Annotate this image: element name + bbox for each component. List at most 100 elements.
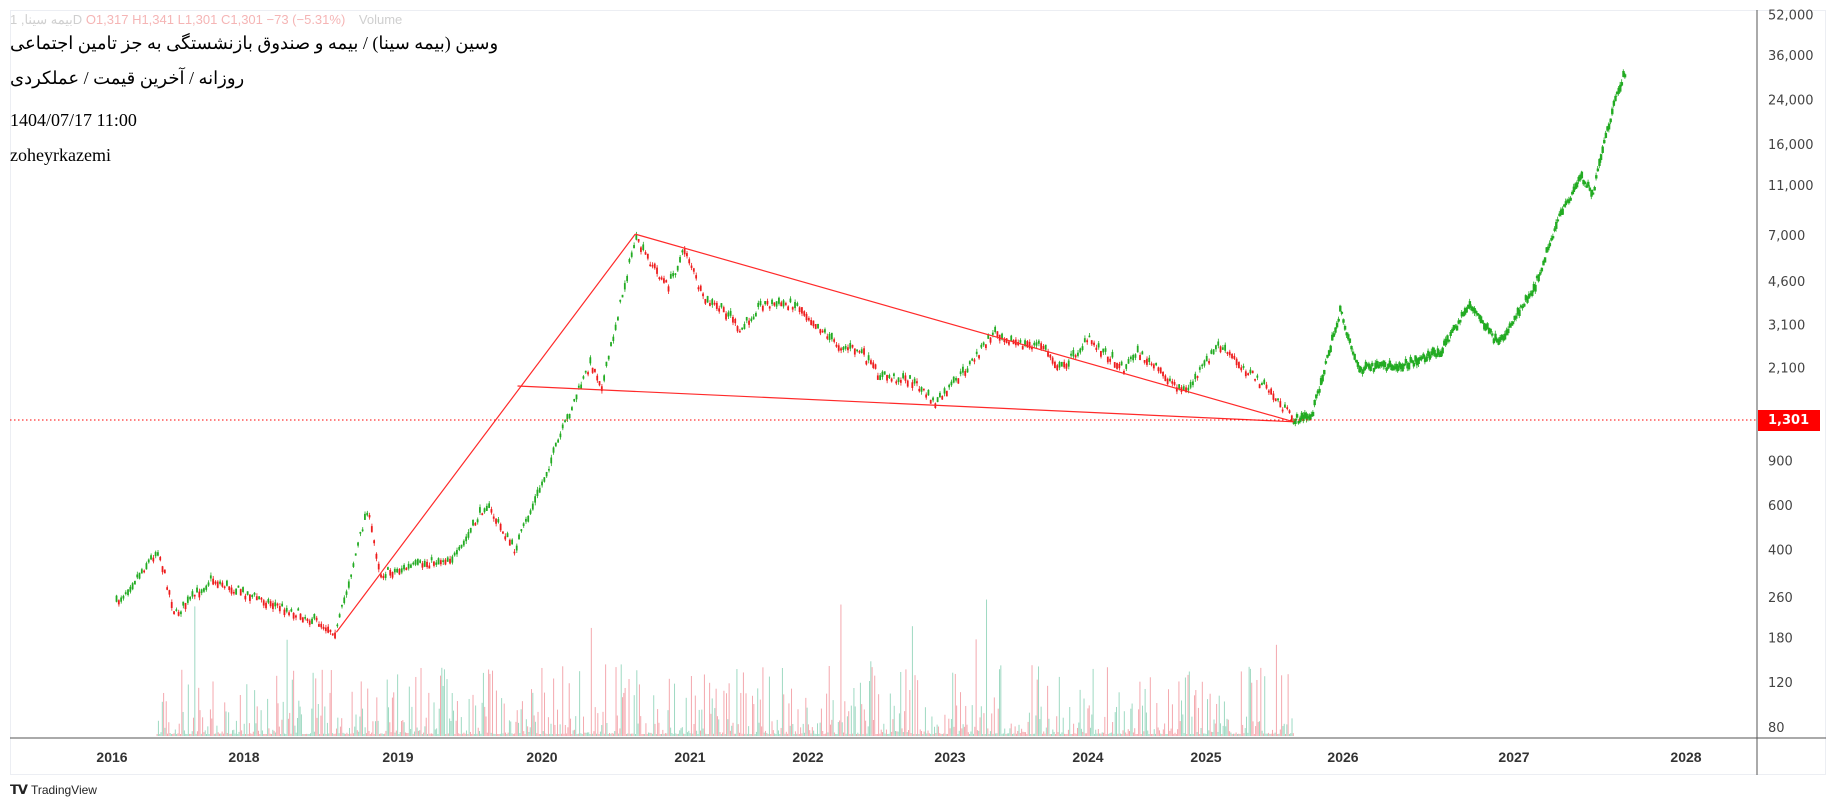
volume-bar bbox=[575, 716, 577, 736]
volume-bar bbox=[1065, 733, 1067, 736]
volume-bar bbox=[1178, 681, 1180, 736]
volume-bar bbox=[371, 732, 373, 736]
volume-bar bbox=[995, 733, 997, 736]
volume-bar bbox=[739, 732, 741, 736]
volume-bar bbox=[597, 713, 599, 736]
volume-bar bbox=[953, 726, 955, 736]
volume-bar bbox=[1043, 731, 1045, 736]
time-tick-label: 2028 bbox=[1670, 749, 1701, 765]
volume-bar bbox=[584, 732, 586, 736]
volume-bar bbox=[399, 732, 401, 736]
volume-bar bbox=[482, 672, 484, 736]
volume-bar bbox=[815, 733, 817, 736]
volume-bar bbox=[438, 708, 440, 736]
volume-bar bbox=[1110, 732, 1112, 736]
volume-bar bbox=[974, 726, 976, 736]
legend-volume: Volume bbox=[358, 12, 403, 27]
volume-bar bbox=[714, 708, 716, 736]
price-tick-label: 36,000 bbox=[1768, 49, 1814, 64]
tradingview-brand[interactable]: 𝗧𝗩 TradingView bbox=[10, 782, 97, 798]
volume-bar bbox=[1090, 727, 1092, 736]
volume-bar bbox=[447, 733, 449, 736]
volume-bar bbox=[783, 694, 785, 736]
volume-bar bbox=[245, 733, 247, 736]
volume-bar bbox=[182, 711, 184, 736]
price-axis[interactable]: 52,000 36,000 24,000 16,000 11,000 7,000 4,600… bbox=[1768, 8, 1814, 735]
volume-bar bbox=[1171, 704, 1173, 736]
volume-bar bbox=[748, 726, 750, 736]
volume-bar bbox=[577, 733, 579, 736]
volume-bar bbox=[684, 733, 686, 736]
volume-bar bbox=[1052, 729, 1054, 736]
volume-bar bbox=[774, 733, 776, 736]
volume-bar bbox=[287, 718, 289, 736]
volume-bar bbox=[536, 733, 538, 736]
volume-bar bbox=[897, 731, 899, 736]
volume-bar bbox=[333, 734, 335, 736]
volume-bar bbox=[758, 722, 760, 736]
volume-bar bbox=[173, 733, 175, 736]
volume-bar bbox=[848, 711, 850, 736]
volume-bar bbox=[723, 690, 725, 736]
volume-bar bbox=[204, 730, 206, 736]
trendlines[interactable] bbox=[335, 233, 1294, 633]
volume-bar bbox=[930, 733, 932, 736]
volume-bar bbox=[1069, 707, 1071, 736]
volume-bar bbox=[700, 730, 702, 736]
price-tick-label: 80 bbox=[1768, 721, 1785, 736]
volume-bar bbox=[1039, 719, 1041, 736]
volume-bar bbox=[1265, 733, 1267, 736]
volume-bar bbox=[503, 703, 505, 736]
volume-bar bbox=[1012, 734, 1014, 736]
volume-bar bbox=[975, 639, 977, 736]
volume-bar bbox=[397, 674, 399, 736]
volume-bar bbox=[785, 731, 787, 736]
volume-bar bbox=[519, 733, 521, 736]
volume-bar bbox=[750, 733, 752, 736]
volume-bar bbox=[958, 730, 960, 736]
volume-bar bbox=[594, 707, 596, 736]
volume-bar bbox=[1199, 733, 1201, 736]
volume-bar bbox=[1251, 682, 1253, 736]
volume-bar bbox=[904, 711, 906, 736]
price-tick-label: 2,100 bbox=[1768, 361, 1805, 376]
volume-bar bbox=[1028, 712, 1030, 736]
volume-bar bbox=[1207, 699, 1209, 736]
time-axis[interactable]: 2016 2018 2019 2020 2021 2022 2023 2024 2025 2026… bbox=[96, 749, 1701, 765]
volume-bar bbox=[520, 709, 522, 736]
volume-bar bbox=[505, 732, 507, 736]
chart-title: وسین (بیمه سینا) / بیمه و صندوق بازنشستگ… bbox=[10, 33, 499, 53]
volume-bar bbox=[893, 705, 895, 736]
volume-bar bbox=[954, 673, 956, 736]
volume-bar bbox=[1077, 727, 1079, 736]
volume-bar bbox=[755, 731, 757, 736]
volume-bar bbox=[744, 733, 746, 736]
volume-bar bbox=[267, 698, 269, 736]
volume-bar bbox=[455, 720, 457, 736]
volume-bar bbox=[541, 667, 543, 736]
volume-bar bbox=[1282, 725, 1284, 736]
volume-bar bbox=[731, 725, 733, 736]
volume-bar bbox=[690, 676, 692, 736]
volume-bar bbox=[311, 708, 313, 736]
volume-bar bbox=[1292, 733, 1294, 736]
volume-bar bbox=[629, 733, 631, 736]
volume-bar bbox=[664, 733, 666, 736]
volume-bar bbox=[719, 732, 721, 736]
volume-bar bbox=[527, 726, 529, 736]
volume-bar bbox=[553, 678, 555, 736]
time-tick-label: 2023 bbox=[934, 749, 965, 765]
volume-bar bbox=[176, 733, 178, 736]
volume-bar bbox=[330, 670, 332, 736]
volume-bar bbox=[892, 719, 894, 736]
volume-bar bbox=[342, 732, 344, 736]
volume-bar bbox=[1239, 733, 1241, 736]
volume-bar bbox=[232, 730, 234, 736]
volume-bar bbox=[1169, 730, 1171, 736]
volume-bar bbox=[323, 733, 325, 736]
volume-bar bbox=[895, 731, 897, 736]
volume-bar bbox=[687, 732, 689, 736]
volume-bar bbox=[906, 732, 908, 736]
volume-bar bbox=[991, 713, 993, 736]
